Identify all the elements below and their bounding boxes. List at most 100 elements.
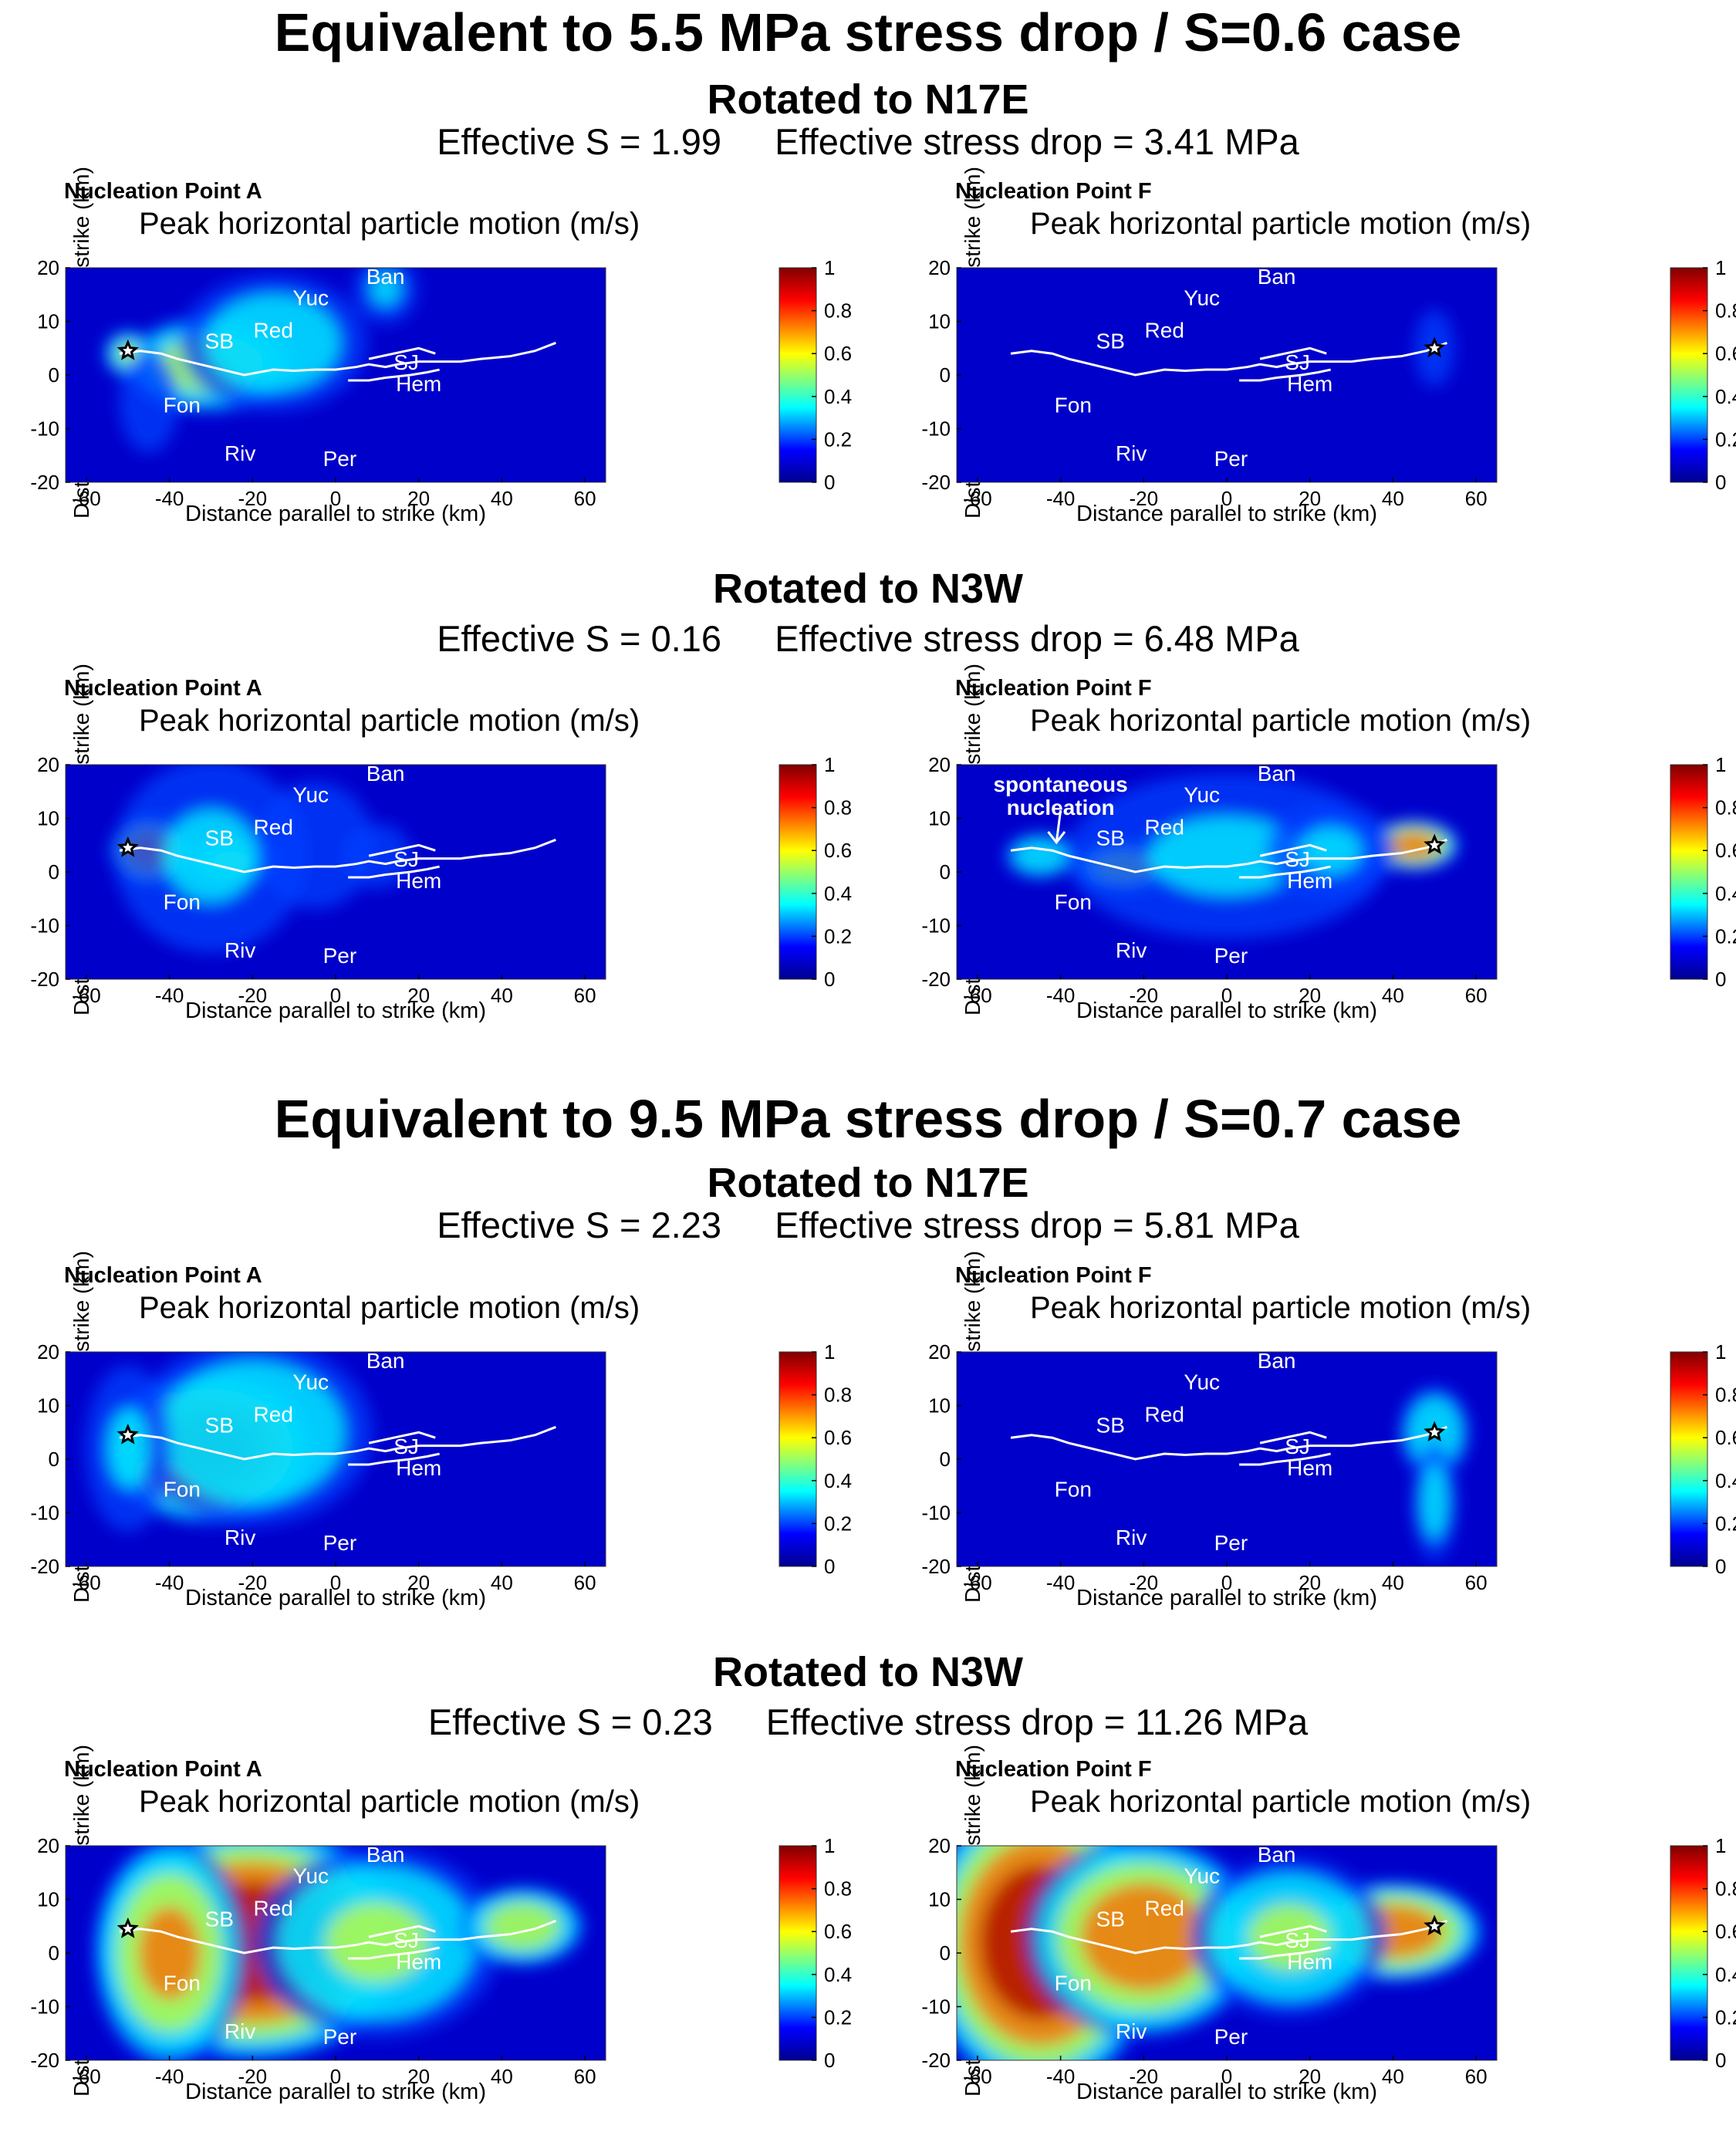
colorbar-tick-label: 0.8 xyxy=(824,1877,852,1901)
colorbar-tick-label: 0.4 xyxy=(1715,882,1736,905)
colorbar-tick-label: 0.8 xyxy=(1715,796,1736,819)
plot-title: Peak horizontal particle motion (m/s) xyxy=(139,207,640,241)
colorbar-tick-label: 1 xyxy=(1715,1340,1726,1363)
plot-title: Peak horizontal particle motion (m/s) xyxy=(139,1291,640,1325)
x-tick-label: 40 xyxy=(1382,984,1404,1007)
y-tick-label: 0 xyxy=(49,363,59,387)
x-tick-label: 60 xyxy=(1465,2065,1488,2088)
colorbar-tick-label: 0.2 xyxy=(1715,2005,1736,2029)
x-tick-label: 60 xyxy=(574,2065,596,2088)
nucleation-star xyxy=(117,1917,139,1938)
fault-trace-branch xyxy=(368,1431,436,1444)
nucleation-label: Nucleation Point A xyxy=(64,179,262,204)
fault-trace-sj xyxy=(348,1946,440,1960)
fault-trace-branch xyxy=(368,346,436,360)
effective-params: Effective S = 1.99 Effective stress drop… xyxy=(0,120,1736,163)
y-tick-label: -10 xyxy=(30,1502,59,1525)
colorbar-tick-label: 0 xyxy=(824,471,835,494)
nucleation-star xyxy=(1424,1914,1446,1936)
colorbar-gradient xyxy=(778,267,817,483)
colorbar-tick-label: 0.2 xyxy=(1715,1512,1736,1535)
place-label: Red xyxy=(1145,318,1184,342)
nucleation-label: Nucleation Point F xyxy=(955,676,1152,701)
colorbar: 1 0.8 0.6 0.4 0.2 0 xyxy=(1670,753,1736,991)
colorbar-tick-label: 0.8 xyxy=(824,796,852,819)
x-axis-label: Distance parallel to strike (km) xyxy=(1076,1586,1377,1610)
effective-s: Effective S = 0.16 xyxy=(437,618,722,659)
colorbar: 1 0.8 0.6 0.4 0.2 0 xyxy=(1670,1834,1736,2072)
intensity-patch xyxy=(343,823,411,889)
place-label: Yuc xyxy=(292,1370,329,1394)
place-label: Per xyxy=(1214,447,1248,471)
effective-params: Effective S = 0.23 Effective stress drop… xyxy=(0,1701,1736,1743)
place-label: Hem xyxy=(1287,372,1332,396)
fault-trace-branch xyxy=(368,1924,436,1938)
colorbar-tick-label: 0.8 xyxy=(1715,1384,1736,1407)
nucleation-label: Nucleation Point A xyxy=(64,1263,262,1288)
place-label: Ban xyxy=(1258,1843,1296,1867)
colorbar-gradient xyxy=(778,1845,817,2061)
x-tick-label: 20 xyxy=(1299,2065,1321,2088)
x-tick-label: -60 xyxy=(963,2065,992,2088)
place-label: Ban xyxy=(1258,265,1296,289)
place-label: SJ xyxy=(1285,350,1310,374)
colorbar-tick-label: 0.6 xyxy=(824,1920,852,1943)
intensity-patch xyxy=(255,781,374,909)
place-label: Fon xyxy=(1055,1478,1092,1502)
place-label: Riv xyxy=(225,1526,255,1549)
y-tick-label: 20 xyxy=(928,753,951,776)
fault-trace xyxy=(119,838,556,873)
colorbar-tick-label: 0 xyxy=(824,1555,835,1578)
fault-trace-branch xyxy=(368,843,436,857)
effective-params: Effective S = 0.16 Effective stress drop… xyxy=(0,617,1736,660)
colorbar-tick-label: 0.6 xyxy=(1715,342,1736,365)
colorbar-tick-label: 0.2 xyxy=(824,2005,852,2029)
fault-trace-sj xyxy=(1239,368,1331,382)
place-label: Per xyxy=(323,447,357,471)
place-label: Riv xyxy=(225,441,255,465)
intensity-patch xyxy=(1080,1883,1207,1992)
x-tick-label: -60 xyxy=(72,487,101,510)
fault-trace-sj xyxy=(1239,865,1331,879)
plot-title: Peak horizontal particle motion (m/s) xyxy=(1030,207,1532,241)
colorbar-tick-label: 1 xyxy=(824,256,835,279)
place-label: SJ xyxy=(393,1928,419,1952)
place-label: Fon xyxy=(1055,890,1092,914)
fault-trace xyxy=(1010,1425,1447,1461)
colorbar-tick-label: 0.4 xyxy=(1715,1963,1736,1986)
x-tick-label: 20 xyxy=(407,487,430,510)
y-tick-label: 20 xyxy=(37,753,59,776)
heatmap-panel: Nucleation Point F Peak horizontal partic… xyxy=(891,664,1736,1046)
colorbar-tick-label: 0 xyxy=(1715,471,1726,494)
y-tick-label: 10 xyxy=(928,310,951,333)
place-label: Yuc xyxy=(292,286,329,310)
place-label: Per xyxy=(1214,2025,1248,2049)
x-axis-label: Distance parallel to strike (km) xyxy=(185,1586,486,1610)
colorbar-tick-label: 0.4 xyxy=(824,882,852,905)
x-tick-label: -40 xyxy=(155,487,184,510)
x-tick-label: 20 xyxy=(407,984,430,1007)
effective-stress-drop: Effective stress drop = 6.48 MPa xyxy=(775,618,1299,659)
x-tick-label: -40 xyxy=(1046,984,1076,1007)
place-label: SB xyxy=(205,1907,234,1931)
y-tick-label: -20 xyxy=(30,1555,59,1578)
colorbar-tick-label: 1 xyxy=(824,1340,835,1363)
intensity-patch xyxy=(1389,831,1438,859)
place-label: Hem xyxy=(396,1950,441,1974)
x-tick-label: -40 xyxy=(1046,487,1076,510)
plot-title: Peak horizontal particle motion (m/s) xyxy=(139,704,640,738)
place-label: Hem xyxy=(396,869,441,893)
heatmap-blobs xyxy=(1003,772,1460,939)
colorbar-gradient xyxy=(778,764,817,980)
y-tick-label: 20 xyxy=(928,1340,951,1363)
colorbar-tick-label: 0.8 xyxy=(1715,299,1736,323)
nucleation-label: Nucleation Point F xyxy=(955,179,1152,204)
